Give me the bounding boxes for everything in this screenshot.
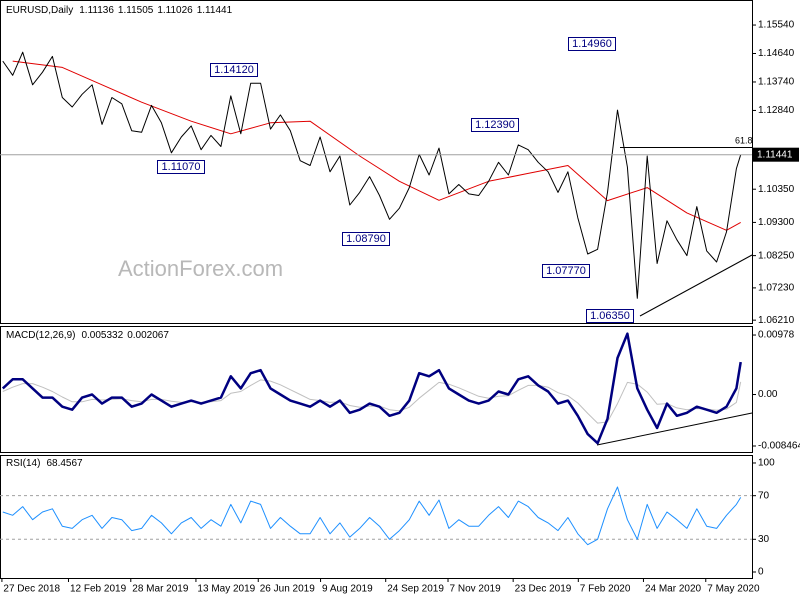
price-header: EURUSD,Daily 1.11136 1.11505 1.11026 1.11441 (6, 5, 233, 16)
annotation: 1.07770 (546, 265, 586, 277)
series-line (12, 60, 741, 231)
x-tick-label: 23 Dec 2019 (515, 584, 572, 595)
annotation-box (542, 264, 590, 278)
rsi-value: 68.4567 (46, 458, 83, 469)
close: 1.11441 (197, 5, 233, 16)
y-tick-label: 0 (758, 567, 764, 578)
rsi-header: RSI(14) 68.4567 (6, 458, 83, 469)
fib-label: 61.8 (735, 135, 753, 145)
y-tick-label: 0.00978 (758, 330, 795, 341)
current-price-box (753, 147, 799, 162)
macd-header: MACD(12,26,9) 0.005332 0.002067 (6, 330, 169, 341)
low: 1.11026 (157, 5, 193, 16)
trend-line (639, 254, 753, 317)
annotation-box (471, 118, 519, 132)
y-tick-label: 1.08250 (758, 250, 795, 261)
annotation-box (157, 160, 205, 174)
annotation-box (568, 37, 616, 51)
high: 1.11505 (118, 5, 154, 16)
y-tick-label: 1.12840 (758, 105, 795, 116)
x-tick-label: 7 Feb 2020 (580, 584, 631, 595)
rsi-panel (0, 455, 753, 579)
x-tick-label: 13 May 2019 (197, 584, 255, 595)
price-panel (0, 0, 753, 324)
annotation: 1.08790 (346, 233, 386, 245)
annotation: 1.14120 (214, 64, 254, 76)
series-line (2, 486, 742, 546)
annotation-box (342, 232, 390, 246)
y-tick-label: 1.13740 (758, 77, 795, 88)
y-tick-label: 1.14640 (758, 48, 795, 59)
macd-value: 0.005332 (81, 330, 123, 341)
y-tick-label: 1.07230 (758, 283, 795, 294)
y-tick-label: 0.00 (758, 389, 778, 400)
current-price-label: 1.11441 (757, 149, 793, 160)
symbol: EURUSD,Daily (6, 5, 73, 16)
open: 1.11136 (79, 5, 114, 16)
y-tick-label: 1.10350 (758, 184, 795, 195)
x-tick-label: 9 Aug 2019 (322, 584, 373, 595)
signal-value: 0.002067 (127, 330, 169, 341)
series-line (2, 379, 742, 424)
y-tick-label: 1.06210 (758, 315, 795, 326)
y-tick-label: 1.09300 (758, 217, 795, 228)
y-tick-label: 100 (758, 458, 775, 469)
series-line (2, 51, 742, 299)
x-tick-label: 12 Feb 2019 (70, 584, 127, 595)
y-tick-label: -0.008464 (758, 441, 800, 452)
annotation: 1.06350 (590, 310, 630, 322)
annotation: 1.12390 (475, 119, 515, 131)
x-tick-label: 24 Mar 2020 (645, 584, 702, 595)
annotation-box (210, 63, 258, 77)
watermark: ActionForex.com (118, 256, 283, 281)
series-line (1, 332, 742, 445)
x-tick-label: 26 Jun 2019 (260, 584, 315, 595)
rsi-title: RSI(14) (6, 458, 40, 469)
x-tick-label: 28 Mar 2019 (132, 584, 189, 595)
macd-title: MACD(12,26,9) (6, 330, 75, 341)
annotation-box (586, 309, 634, 323)
x-tick-label: 7 Nov 2019 (450, 584, 502, 595)
macd-panel (0, 326, 753, 453)
macd-trend-line (596, 412, 753, 446)
annotation: 1.14960 (572, 38, 612, 50)
x-tick-label: 7 May 2020 (707, 584, 760, 595)
x-tick-label: 24 Sep 2019 (387, 584, 444, 595)
x-tick-label: 27 Dec 2018 (3, 584, 60, 595)
y-tick-label: 1.15540 (758, 20, 795, 31)
y-tick-label: 30 (758, 534, 770, 545)
y-tick-label: 70 (758, 490, 770, 501)
annotation: 1.11070 (162, 161, 201, 173)
